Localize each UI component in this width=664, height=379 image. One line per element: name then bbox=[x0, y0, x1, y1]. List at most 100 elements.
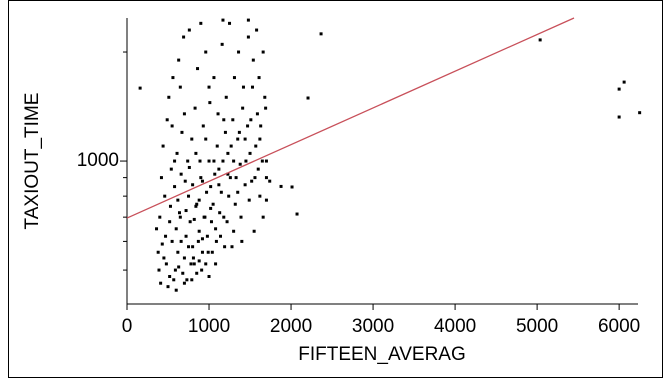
point bbox=[168, 204, 172, 208]
point bbox=[164, 262, 168, 266]
point bbox=[138, 86, 142, 90]
y-tick-label: 1000 bbox=[77, 150, 119, 171]
point bbox=[187, 245, 191, 249]
point bbox=[204, 50, 208, 54]
point bbox=[210, 250, 214, 254]
point bbox=[260, 159, 264, 163]
point bbox=[163, 194, 167, 198]
point bbox=[246, 35, 250, 39]
point bbox=[168, 274, 172, 278]
point bbox=[237, 50, 241, 54]
point bbox=[205, 234, 209, 238]
point bbox=[264, 176, 268, 180]
point bbox=[195, 202, 199, 206]
point bbox=[192, 262, 196, 266]
point bbox=[263, 95, 267, 99]
point bbox=[182, 256, 186, 260]
point bbox=[222, 118, 226, 122]
point bbox=[187, 28, 191, 32]
point bbox=[246, 18, 250, 22]
point bbox=[195, 271, 199, 275]
point bbox=[295, 212, 299, 216]
point bbox=[227, 194, 231, 198]
point bbox=[191, 183, 195, 187]
point bbox=[179, 172, 183, 176]
point bbox=[207, 85, 211, 89]
point bbox=[162, 256, 166, 260]
point bbox=[233, 202, 237, 206]
point bbox=[182, 35, 186, 39]
point bbox=[258, 194, 262, 198]
point bbox=[187, 194, 191, 198]
point bbox=[207, 274, 211, 278]
point bbox=[190, 278, 194, 282]
point bbox=[168, 220, 172, 224]
point bbox=[261, 50, 265, 54]
point bbox=[177, 211, 181, 215]
point bbox=[248, 151, 252, 155]
point bbox=[264, 198, 268, 202]
point bbox=[209, 220, 213, 224]
point bbox=[204, 137, 208, 141]
point bbox=[241, 85, 245, 89]
point bbox=[217, 183, 221, 187]
point bbox=[236, 190, 240, 194]
point bbox=[182, 112, 186, 116]
point bbox=[157, 268, 161, 272]
point bbox=[256, 167, 260, 171]
point bbox=[228, 21, 232, 25]
fit-line bbox=[126, 17, 575, 219]
point bbox=[202, 215, 206, 219]
point bbox=[230, 245, 234, 249]
y-axis-label: TAXIOUT_TIME bbox=[22, 93, 43, 230]
point bbox=[206, 250, 210, 254]
point bbox=[197, 229, 201, 233]
point bbox=[169, 167, 173, 171]
point bbox=[211, 202, 215, 206]
point bbox=[176, 198, 180, 202]
point bbox=[164, 234, 168, 238]
point bbox=[253, 176, 257, 180]
point bbox=[255, 112, 259, 116]
point bbox=[212, 76, 216, 80]
point bbox=[617, 115, 621, 119]
point bbox=[172, 278, 176, 282]
point bbox=[319, 32, 323, 36]
point bbox=[165, 118, 169, 122]
point bbox=[207, 159, 211, 163]
point bbox=[208, 101, 212, 105]
point bbox=[191, 245, 195, 249]
point bbox=[258, 137, 262, 141]
point bbox=[221, 159, 225, 163]
point bbox=[205, 190, 209, 194]
point bbox=[183, 179, 187, 183]
point bbox=[159, 281, 163, 285]
point bbox=[161, 144, 165, 148]
point bbox=[166, 285, 170, 289]
point bbox=[216, 112, 220, 116]
point bbox=[170, 239, 174, 243]
point bbox=[184, 234, 188, 238]
frame bbox=[8, 0, 663, 378]
point bbox=[244, 159, 248, 163]
point bbox=[213, 172, 217, 176]
point bbox=[231, 118, 235, 122]
point bbox=[226, 172, 230, 176]
point bbox=[232, 229, 236, 233]
point bbox=[617, 87, 621, 91]
point bbox=[156, 250, 160, 254]
point bbox=[254, 144, 258, 148]
point bbox=[538, 38, 542, 42]
point bbox=[178, 85, 182, 89]
point bbox=[191, 256, 195, 260]
point bbox=[177, 58, 181, 62]
point bbox=[174, 288, 178, 292]
point bbox=[243, 137, 247, 141]
point bbox=[201, 124, 205, 128]
point bbox=[232, 159, 236, 163]
point bbox=[268, 179, 272, 183]
point bbox=[193, 106, 197, 110]
point bbox=[204, 262, 208, 266]
point bbox=[198, 159, 202, 163]
